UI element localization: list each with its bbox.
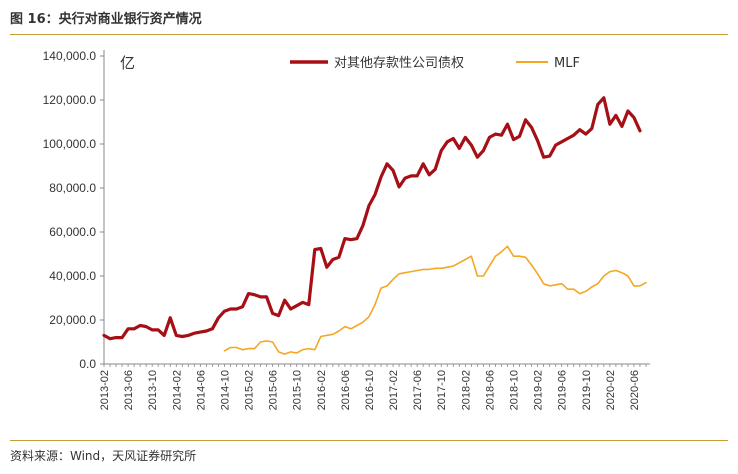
y-tick-label: 80,000.0 [49, 181, 96, 195]
legend-item-series-2: MLF [516, 56, 580, 71]
y-tick-label: 40,000.0 [49, 269, 96, 283]
x-tick-label: 2015-06 [268, 370, 280, 410]
series-line-1 [102, 96, 642, 341]
x-tick-label: 2013-02 [99, 370, 111, 410]
y-tick-label: 140,000.0 [43, 49, 97, 63]
x-tick-label: 2017-06 [412, 370, 424, 410]
title-rule [10, 34, 728, 35]
plot-lines [102, 96, 647, 355]
series-line-2 [223, 245, 647, 355]
x-tick-label: 2018-02 [460, 370, 472, 410]
x-tick-label: 2014-02 [171, 370, 183, 410]
y-tick-label: 0.0 [79, 357, 96, 371]
unit-label: 亿 [120, 54, 135, 72]
x-tick-label: 2017-10 [436, 370, 448, 410]
x-tick-label: 2017-02 [388, 370, 400, 410]
y-tick-label: 60,000.0 [49, 225, 96, 239]
y-tick-label: 120,000.0 [43, 93, 97, 107]
x-tick-label: 2014-06 [195, 370, 207, 410]
x-tick-label: 2013-06 [123, 370, 135, 410]
x-tick-label: 2016-10 [364, 370, 376, 410]
x-tick-label: 2018-10 [509, 370, 521, 410]
figure-title: 图 16：央行对商业银行资产情况 [10, 12, 202, 27]
x-tick-label: 2013-10 [147, 370, 159, 410]
y-tick-label: 100,000.0 [43, 137, 97, 151]
x-tick-label: 2018-06 [484, 370, 496, 410]
source-rule [10, 440, 728, 441]
legend-item-series-1: 对其他存款性公司债权 [290, 55, 464, 71]
x-tick-label: 2019-02 [533, 370, 545, 410]
line-chart: 0.0 20,000.0 40,000.0 60,000.0 80,000.0 100,0… [43, 49, 650, 410]
x-tick-label: 2020-02 [605, 370, 617, 410]
x-tick-label: 2016-02 [316, 370, 328, 410]
source-note: 资料来源：Wind，天风证券研究所 [10, 449, 197, 463]
legend-label-series-2: MLF [554, 56, 580, 71]
y-tick-label: 20,000.0 [49, 313, 96, 327]
x-tick-label: 2015-02 [244, 370, 256, 410]
x-tick-label: 2016-06 [340, 370, 352, 410]
x-tick-label: 2020-06 [629, 370, 641, 410]
x-axis: 2013-02 2013-06 2013-10 2014-02 2014-06 2014-… [99, 363, 650, 410]
y-axis: 0.0 20,000.0 40,000.0 60,000.0 80,000.0 100,0… [43, 49, 105, 371]
x-tick-label: 2019-10 [581, 370, 593, 410]
legend-label-series-1: 对其他存款性公司债权 [334, 55, 464, 71]
legend: 对其他存款性公司债权 MLF [290, 55, 580, 71]
x-tick-label: 2019-06 [557, 370, 569, 410]
x-tick-label: 2015-10 [292, 370, 304, 410]
x-tick-label: 2014-10 [219, 370, 231, 410]
